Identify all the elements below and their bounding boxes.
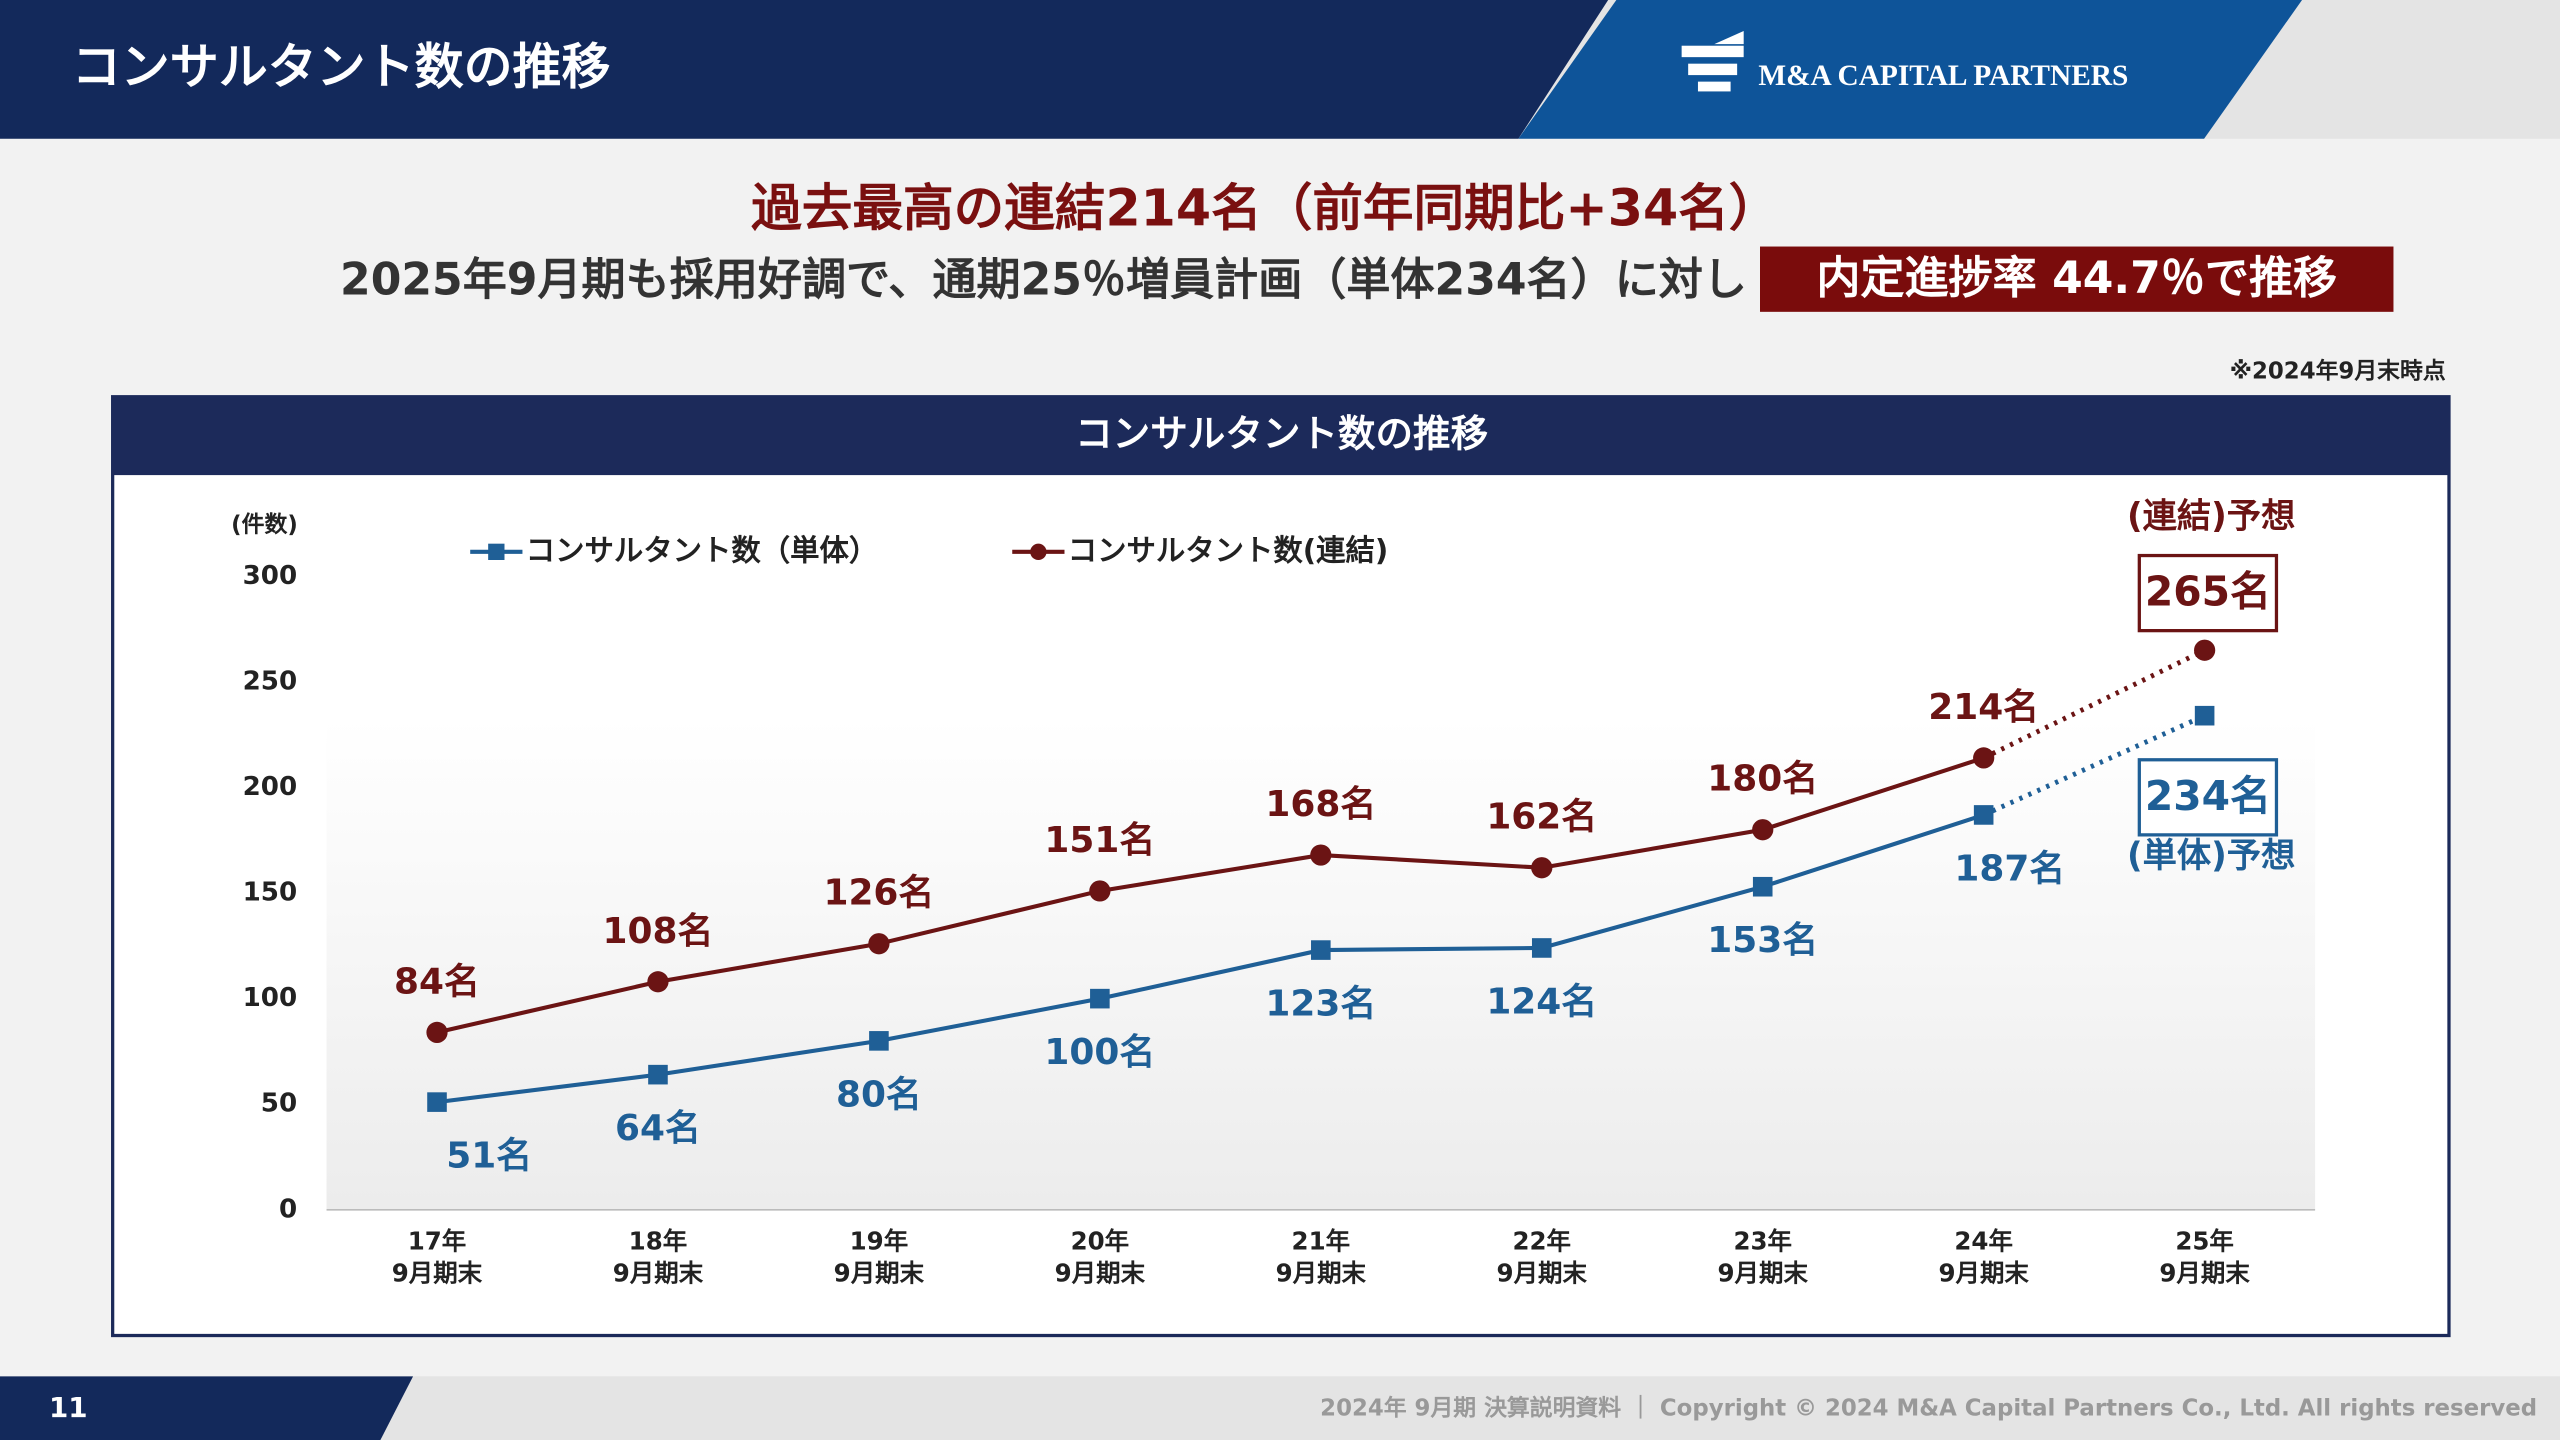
marker (868, 933, 890, 955)
logo: M&A CAPITAL PARTNERS (1758, 60, 2128, 92)
header-navy (0, 0, 1609, 139)
value-label: 162名 (1486, 797, 1597, 838)
marker (1752, 819, 1774, 841)
value-label: 153名 (1707, 920, 1818, 961)
footer-text: 2024年 9月期 決算説明資料 ｜ Copyright © 2024 M&A … (1320, 1394, 2537, 1421)
marker (1310, 844, 1332, 866)
marker (1752, 876, 1773, 897)
value-label: 80名 (836, 1074, 922, 1115)
value-label: 180名 (1707, 759, 1818, 800)
value-label: 124名 (1486, 981, 1597, 1022)
marker (2194, 639, 2216, 661)
value-label: 151名 (1044, 820, 1155, 861)
x-tick-label: 21年 9月期末 (1276, 1226, 1367, 1287)
x-tick-label: 24年 9月期末 (1938, 1226, 2029, 1287)
legend-marker (488, 543, 505, 560)
legend-marker (1030, 543, 1047, 560)
x-tick-label: 20年 9月期末 (1055, 1226, 1146, 1287)
legend-label: コンサルタント数（単体） (526, 533, 879, 567)
header-blue (1518, 0, 2303, 139)
series-line (436, 812, 1985, 1105)
value-label: 265名 (2145, 568, 2271, 616)
x-tick-label: 23年 9月期末 (1718, 1226, 1809, 1287)
legend-label: コンサルタント数(連結) (1068, 533, 1389, 567)
logo-mark (1681, 31, 1744, 92)
x-tick-label: 25年 9月期末 (2159, 1226, 2250, 1287)
page-number: 11 (49, 1391, 88, 1424)
headline-1: 過去最高の連結214名（前年同期比+34名） (751, 179, 1779, 238)
marker (1531, 857, 1553, 879)
value-label: 187名 (1954, 848, 2065, 889)
highlight-box (1760, 246, 2394, 312)
highlight: 内定進捗率 44.7％で推移 (1816, 253, 2337, 304)
chart-title: コンサルタント数の推移 (1075, 411, 1488, 455)
y-tick-label: 50 (261, 1089, 297, 1119)
value-label: 100名 (1044, 1032, 1155, 1073)
forecast-label: (連結)予想 (2127, 496, 2295, 536)
marker (647, 971, 669, 993)
forecast-line (1982, 648, 2206, 761)
chart-panel-header (112, 396, 2449, 476)
y-tick-label: 250 (243, 666, 298, 696)
x-tick-label: 17年 9月期末 (392, 1226, 483, 1287)
marker (1531, 938, 1552, 958)
series-line (436, 755, 1985, 1035)
marker (1311, 940, 1331, 960)
marker (426, 1021, 448, 1044)
value-label: 123名 (1265, 984, 1376, 1025)
y-axis-label: (件数) (231, 512, 298, 538)
value-label: 84名 (394, 961, 480, 1002)
note: ※2024年9月末時点 (2230, 358, 2446, 385)
marker (1973, 805, 1994, 825)
footer-bar (0, 1376, 2560, 1440)
forecast-box (2137, 758, 2279, 837)
x-tick-label: 19年 9月期末 (834, 1226, 925, 1287)
marker (427, 1092, 447, 1112)
value-label: 51名 (446, 1136, 532, 1177)
value-label: 126名 (823, 873, 934, 914)
marker (1089, 880, 1111, 902)
value-label: 234名 (2145, 772, 2271, 820)
y-tick-label: 200 (243, 772, 298, 802)
marker (1973, 747, 1995, 769)
y-tick-label: 300 (243, 561, 298, 591)
value-label: 108名 (603, 911, 714, 952)
footer-navy (0, 1376, 414, 1440)
headline-2: 2025年9月期も採用好調で、通期25％増員計画（単体234名）に対し (340, 254, 1747, 305)
marker (2194, 705, 2215, 726)
marker (1090, 988, 1110, 1009)
value-label: 168名 (1265, 784, 1376, 825)
marker (869, 1031, 889, 1051)
forecast-box (2137, 553, 2279, 633)
plot-area (326, 718, 2316, 1210)
forecast-line (1982, 713, 2206, 818)
forecast-label: (単体)予想 (2127, 836, 2295, 876)
x-tick-label: 18年 9月期末 (613, 1226, 704, 1287)
value-label: 64名 (615, 1108, 701, 1149)
y-tick-label: 100 (243, 983, 298, 1013)
marker (648, 1064, 668, 1085)
value-label: 214名 (1928, 687, 2039, 728)
header-title: コンサルタント数の推移 (72, 39, 611, 96)
y-tick-label: 150 (243, 878, 298, 908)
x-tick-label: 22年 9月期末 (1497, 1226, 1588, 1287)
y-tick-label: 0 (279, 1194, 297, 1224)
